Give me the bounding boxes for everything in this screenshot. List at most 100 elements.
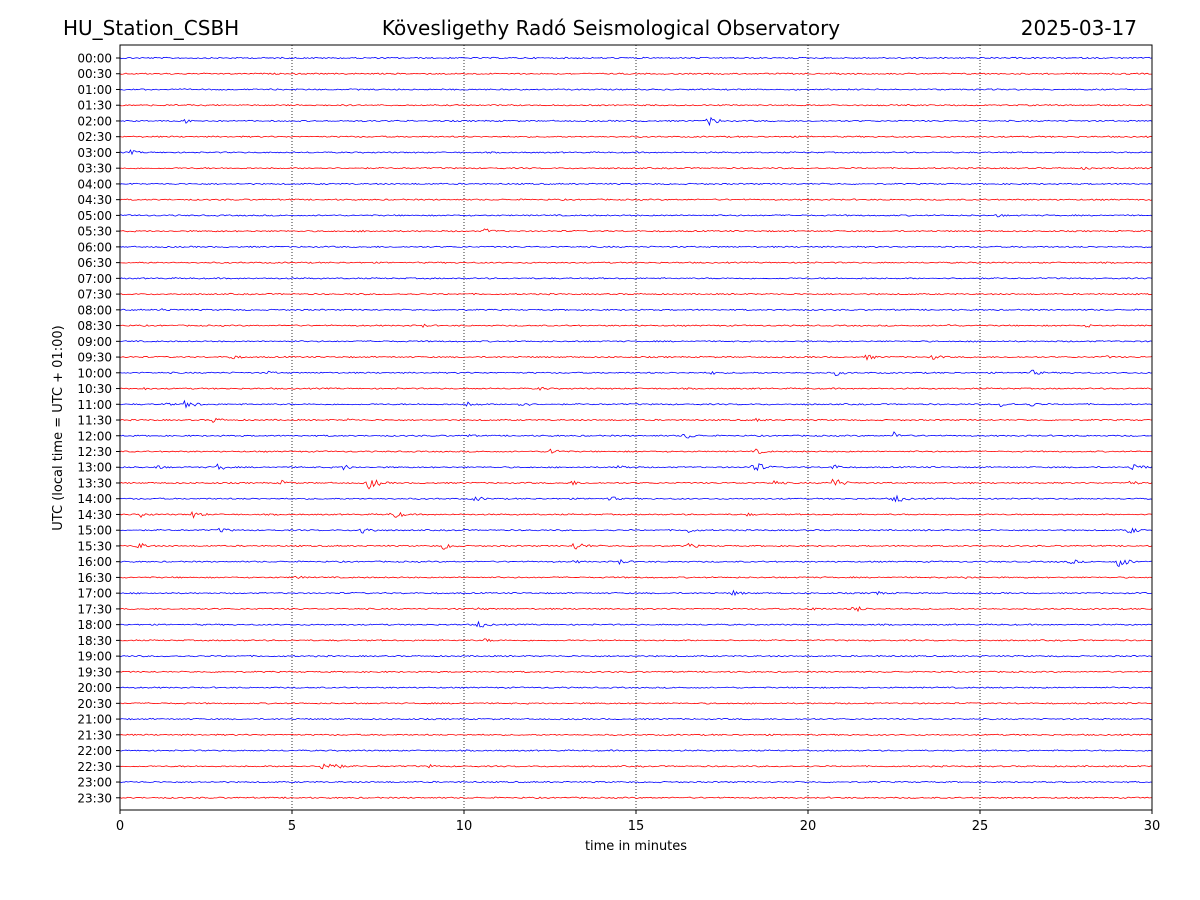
y-tick-label: 00:00 <box>77 52 112 66</box>
x-tick-label: 20 <box>800 819 817 834</box>
trace-1500 <box>119 527 1153 534</box>
trace-2100 <box>119 717 1153 721</box>
y-tick-label: 10:30 <box>77 382 112 396</box>
x-tick-label: 25 <box>972 819 989 834</box>
y-tick-label: 15:00 <box>77 524 112 538</box>
trace-0630 <box>119 261 1153 264</box>
trace-1700 <box>119 589 1153 597</box>
trace-0700 <box>119 277 1153 280</box>
trace-1600 <box>119 558 1153 568</box>
trace-0900 <box>119 340 1153 343</box>
trace-1130 <box>119 417 1153 424</box>
trace-0500 <box>119 213 1153 218</box>
trace-2230 <box>119 763 1153 770</box>
trace-1100 <box>119 399 1153 409</box>
trace-1030 <box>119 386 1153 391</box>
y-tick-label: 23:00 <box>77 776 112 790</box>
y-tick-label: 03:30 <box>77 162 112 176</box>
y-tick-label: 11:30 <box>77 414 112 428</box>
y-tick-label: 20:00 <box>77 681 112 695</box>
trace-1730 <box>119 605 1153 613</box>
trace-0930 <box>119 354 1153 361</box>
y-tick-label: 15:30 <box>77 539 112 553</box>
y-tick-label: 21:30 <box>77 728 112 742</box>
y-tick-label: 01:30 <box>77 99 112 113</box>
y-tick-label: 14:00 <box>77 492 112 506</box>
y-tick-label: 17:00 <box>77 587 112 601</box>
trace-1800 <box>119 620 1153 628</box>
trace-0330 <box>119 166 1153 170</box>
trace-0300 <box>119 149 1153 156</box>
trace-1330 <box>119 478 1153 490</box>
trace-0100 <box>119 88 1153 91</box>
y-tick-label: 23:30 <box>77 791 112 805</box>
trace-0130 <box>119 103 1153 107</box>
y-tick-label: 18:00 <box>77 618 112 632</box>
x-axis-ticks: 0 5 10 15 20 25 30 <box>116 810 1160 834</box>
y-tick-label: 06:00 <box>77 240 112 254</box>
trace-1400 <box>119 494 1153 503</box>
trace-2330 <box>119 796 1153 800</box>
y-tick-label: 13:00 <box>77 461 112 475</box>
x-tick-label: 5 <box>288 819 296 834</box>
trace-2130 <box>119 733 1153 737</box>
trace-0400 <box>119 182 1153 186</box>
trace-2200 <box>119 749 1153 752</box>
trace-0730 <box>119 292 1153 296</box>
trace-0200 <box>119 116 1153 127</box>
seismic-traces <box>119 56 1153 800</box>
y-tick-label: 13:30 <box>77 476 112 490</box>
y-tick-label: 07:00 <box>77 272 112 286</box>
x-axis-label: time in minutes <box>585 839 687 854</box>
y-tick-label: 19:00 <box>77 650 112 664</box>
y-axis-label: UTC (local time = UTC + 01:00) <box>51 325 66 530</box>
trace-1900 <box>119 654 1153 658</box>
trace-0830 <box>119 323 1153 329</box>
y-tick-label: 12:30 <box>77 445 112 459</box>
y-tick-label: 11:00 <box>77 398 112 412</box>
chart-date: 2025-03-17 <box>1020 16 1137 40</box>
trace-1630 <box>119 575 1153 580</box>
y-tick-label: 07:30 <box>77 288 112 302</box>
trace-0230 <box>119 135 1153 138</box>
station-name: HU_Station_CSBH <box>63 16 240 40</box>
y-tick-label: 02:30 <box>77 130 112 144</box>
y-tick-label: 02:00 <box>77 114 112 128</box>
x-tick-label: 30 <box>1144 819 1161 834</box>
y-tick-label: 04:00 <box>77 177 112 191</box>
y-tick-label: 05:30 <box>77 225 112 239</box>
y-tick-label: 12:00 <box>77 429 112 443</box>
y-tick-label: 09:30 <box>77 351 112 365</box>
y-tick-label: 20:30 <box>77 697 112 711</box>
y-tick-label: 08:00 <box>77 303 112 317</box>
y-tick-label: 14:30 <box>77 508 112 522</box>
y-tick-label: 16:30 <box>77 571 112 585</box>
y-tick-label: 22:30 <box>77 760 112 774</box>
x-tick-label: 15 <box>628 819 645 834</box>
y-tick-label: 06:30 <box>77 256 112 270</box>
trace-1430 <box>119 510 1153 519</box>
y-tick-label: 04:30 <box>77 193 112 207</box>
y-tick-label: 01:00 <box>77 83 112 97</box>
trace-1830 <box>119 638 1153 642</box>
chart-title: Kövesligethy Radó Seismological Observat… <box>381 16 841 40</box>
grid-lines <box>291 45 981 810</box>
trace-0030 <box>119 72 1153 75</box>
y-tick-label: 22:00 <box>77 744 112 758</box>
y-tick-label: 18:30 <box>77 634 112 648</box>
trace-0600 <box>119 245 1153 249</box>
y-tick-label: 09:00 <box>77 335 112 349</box>
y-tick-label: 10:00 <box>77 366 112 380</box>
y-tick-label: 19:30 <box>77 665 112 679</box>
y-tick-label: 16:00 <box>77 555 112 569</box>
trace-1530 <box>119 542 1153 550</box>
trace-1300 <box>119 463 1153 472</box>
trace-2030 <box>119 702 1153 705</box>
trace-1930 <box>119 670 1153 674</box>
y-tick-label: 08:30 <box>77 319 112 333</box>
x-tick-label: 10 <box>456 819 473 834</box>
trace-1230 <box>119 448 1153 454</box>
x-tick-label: 0 <box>116 819 124 834</box>
